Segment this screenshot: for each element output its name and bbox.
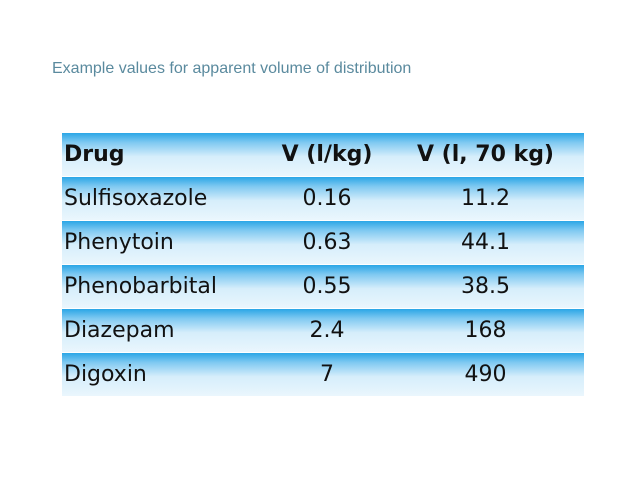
drug-name: Sulfisoxazole xyxy=(64,186,208,211)
v-70kg: 38.5 xyxy=(461,274,510,299)
v-70kg: 11.2 xyxy=(461,186,510,211)
drug-name: Digoxin xyxy=(64,362,147,387)
v-per-kg: 2.4 xyxy=(309,318,345,343)
table-row: Sulfisoxazole 0.16 11.2 xyxy=(62,177,584,220)
v-per-kg: 0.55 xyxy=(302,274,352,299)
drug-name: Phenytoin xyxy=(64,230,174,255)
table-row: Phenobarbital 0.55 38.5 xyxy=(62,265,584,308)
table-row: Diazepam 2.4 168 xyxy=(62,309,584,352)
slide-title: Example values for apparent volume of di… xyxy=(52,60,412,77)
v-per-kg: 0.16 xyxy=(302,186,352,211)
v-per-kg: 0.63 xyxy=(302,230,352,255)
table-row: Digoxin 7 490 xyxy=(62,353,584,396)
drug-name: Diazepam xyxy=(64,318,175,343)
drug-name: Phenobarbital xyxy=(64,274,217,299)
table-header-row: Drug V (l/kg) V (l, 70 kg) xyxy=(62,133,584,176)
header-v-70kg: V (l, 70 kg) xyxy=(416,142,554,167)
v-70kg: 490 xyxy=(464,362,507,387)
volume-table: Drug V (l/kg) V (l, 70 kg) Sulfisoxazole… xyxy=(62,133,584,397)
header-drug: Drug xyxy=(64,142,125,167)
v-per-kg: 7 xyxy=(320,362,334,387)
header-v-per-kg: V (l/kg) xyxy=(281,142,373,167)
table-row: Phenytoin 0.63 44.1 xyxy=(62,221,584,264)
v-70kg: 168 xyxy=(464,318,507,343)
v-70kg: 44.1 xyxy=(461,230,510,255)
